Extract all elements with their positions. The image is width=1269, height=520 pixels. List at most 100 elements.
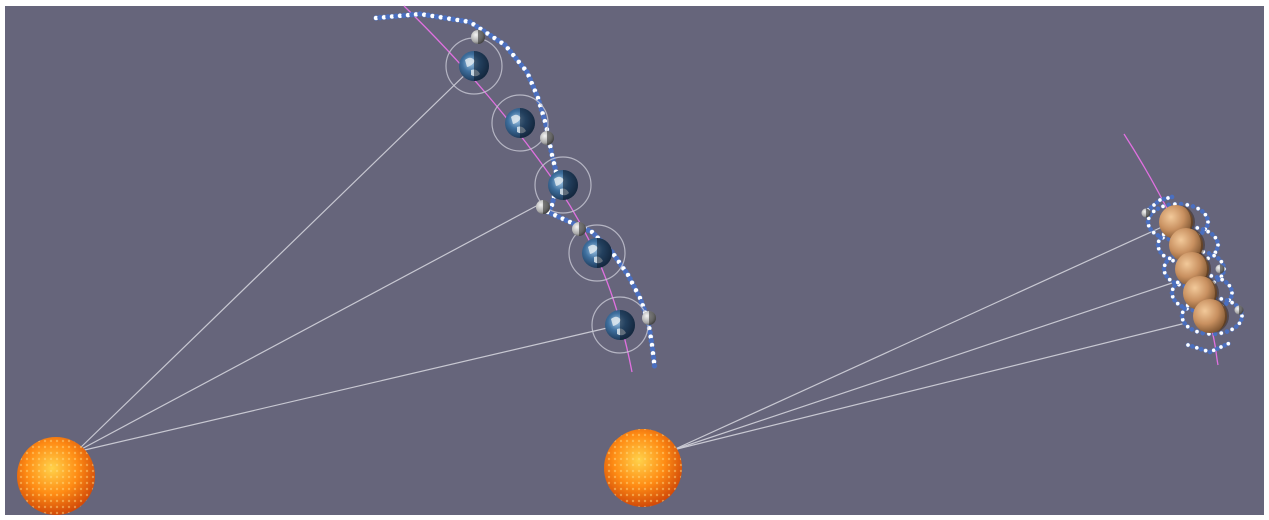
influence-ring: [534, 156, 592, 214]
sun-sight-line: [75, 65, 475, 453]
moon-trail-right-end: [1185, 341, 1231, 355]
sun-sight-line: [75, 324, 621, 453]
trail-dot: [1229, 300, 1235, 305]
trail-dot: [1194, 225, 1200, 231]
trail-dot: [1209, 232, 1215, 237]
moon-shadow: [649, 311, 656, 325]
trail-dot: [1190, 204, 1196, 209]
trail-dot: [1205, 256, 1211, 261]
trail-dot: [1199, 209, 1205, 214]
trail-dot: [1211, 253, 1217, 258]
trail-dot: [1172, 283, 1177, 289]
trail-dot: [1237, 320, 1242, 326]
sun-sight-line: [672, 322, 1187, 451]
trail-dot: [1167, 256, 1173, 261]
trail-dot: [1204, 223, 1210, 229]
trail-dot: [1194, 345, 1200, 351]
trail-dot: [1224, 298, 1230, 303]
trail-dot: [1223, 280, 1229, 285]
earth-position-5: [591, 296, 649, 354]
trail-dot: [1229, 327, 1235, 332]
earth-night-side: [474, 51, 489, 81]
moon-position-3: [536, 200, 550, 214]
trail-dot: [1162, 262, 1168, 268]
trail-dot: [1157, 197, 1163, 203]
moon-position-5: [642, 311, 656, 325]
earth-night-side: [620, 310, 635, 340]
sun-texture: [604, 429, 682, 507]
trail-dot: [1161, 253, 1167, 258]
trail-dot: [1200, 227, 1206, 232]
earth-night-side: [597, 238, 612, 268]
trail-dot: [1169, 194, 1175, 200]
trail-dot: [1214, 238, 1220, 244]
trail-dot: [1198, 346, 1204, 352]
trail-dot: [1151, 202, 1157, 208]
satellite-moon-1: [1141, 208, 1151, 218]
trail-dot: [1170, 286, 1176, 292]
sight-lines: [75, 65, 1187, 453]
trail-dot: [1161, 196, 1167, 202]
right-sun: [604, 429, 682, 507]
trail-dot: [1156, 238, 1162, 244]
trail-dot: [1158, 249, 1163, 255]
trail-dot: [1180, 309, 1186, 315]
left-sun: [17, 437, 95, 515]
trail-dot: [1214, 275, 1220, 280]
trail-dot: [1225, 341, 1231, 347]
trail-dot: [1185, 324, 1191, 329]
earth-night-side: [520, 108, 535, 138]
satellite-moon-3: [1234, 305, 1244, 315]
trail-dot: [1219, 259, 1224, 265]
trail-dot: [1194, 329, 1200, 334]
trail-dot: [1218, 296, 1224, 302]
planet-position-5: [1193, 299, 1229, 333]
sun-texture: [17, 437, 95, 515]
planet-shadow: [1212, 299, 1229, 333]
trail-dot: [1233, 324, 1239, 329]
sun-sight-line: [75, 203, 541, 453]
planet-disc: [1193, 299, 1227, 333]
trail-dot: [1224, 329, 1230, 334]
trail-dot: [1164, 273, 1169, 279]
trail-dot: [1204, 215, 1210, 221]
celestial-bodies: [17, 30, 1244, 515]
trail-dot: [1228, 294, 1234, 300]
moon-shadow: [1220, 264, 1225, 274]
trail-dot: [1189, 327, 1195, 332]
trail-dot: [1213, 235, 1218, 241]
trail-dot: [1205, 229, 1211, 234]
trail-dot: [1238, 317, 1244, 323]
satellite-moon-2: [1215, 264, 1225, 274]
trail-dot: [1167, 277, 1173, 282]
trail-dot: [1172, 297, 1177, 303]
trail-dot: [1155, 206, 1161, 211]
moon-position-2: [540, 131, 554, 145]
moon-position-4: [572, 222, 586, 236]
trail-dot: [1227, 283, 1232, 289]
trail-dot: [1184, 202, 1190, 208]
influence-ring: [591, 296, 649, 354]
trail-dot: [1160, 204, 1166, 209]
trail-dot: [1206, 251, 1212, 256]
trail-dot: [1175, 301, 1181, 306]
trail-dot: [1151, 209, 1157, 214]
moon-shadow: [579, 222, 586, 236]
planet-shadow: [1188, 228, 1205, 262]
trail-dot: [1170, 258, 1176, 263]
moon-trail-left: [373, 11, 658, 369]
moon-shadow: [478, 30, 485, 44]
trail-dot: [1154, 200, 1160, 205]
trail-dot: [1185, 342, 1191, 348]
earth-position-4: [568, 224, 626, 282]
trail-dot: [1195, 206, 1201, 211]
trail-dot: [1148, 205, 1154, 210]
earth-position-2: [491, 94, 549, 152]
moon-shadow: [547, 131, 554, 145]
trail-dot: [1148, 226, 1153, 232]
trail-dot: [1228, 286, 1234, 292]
trail-dot: [651, 363, 658, 369]
